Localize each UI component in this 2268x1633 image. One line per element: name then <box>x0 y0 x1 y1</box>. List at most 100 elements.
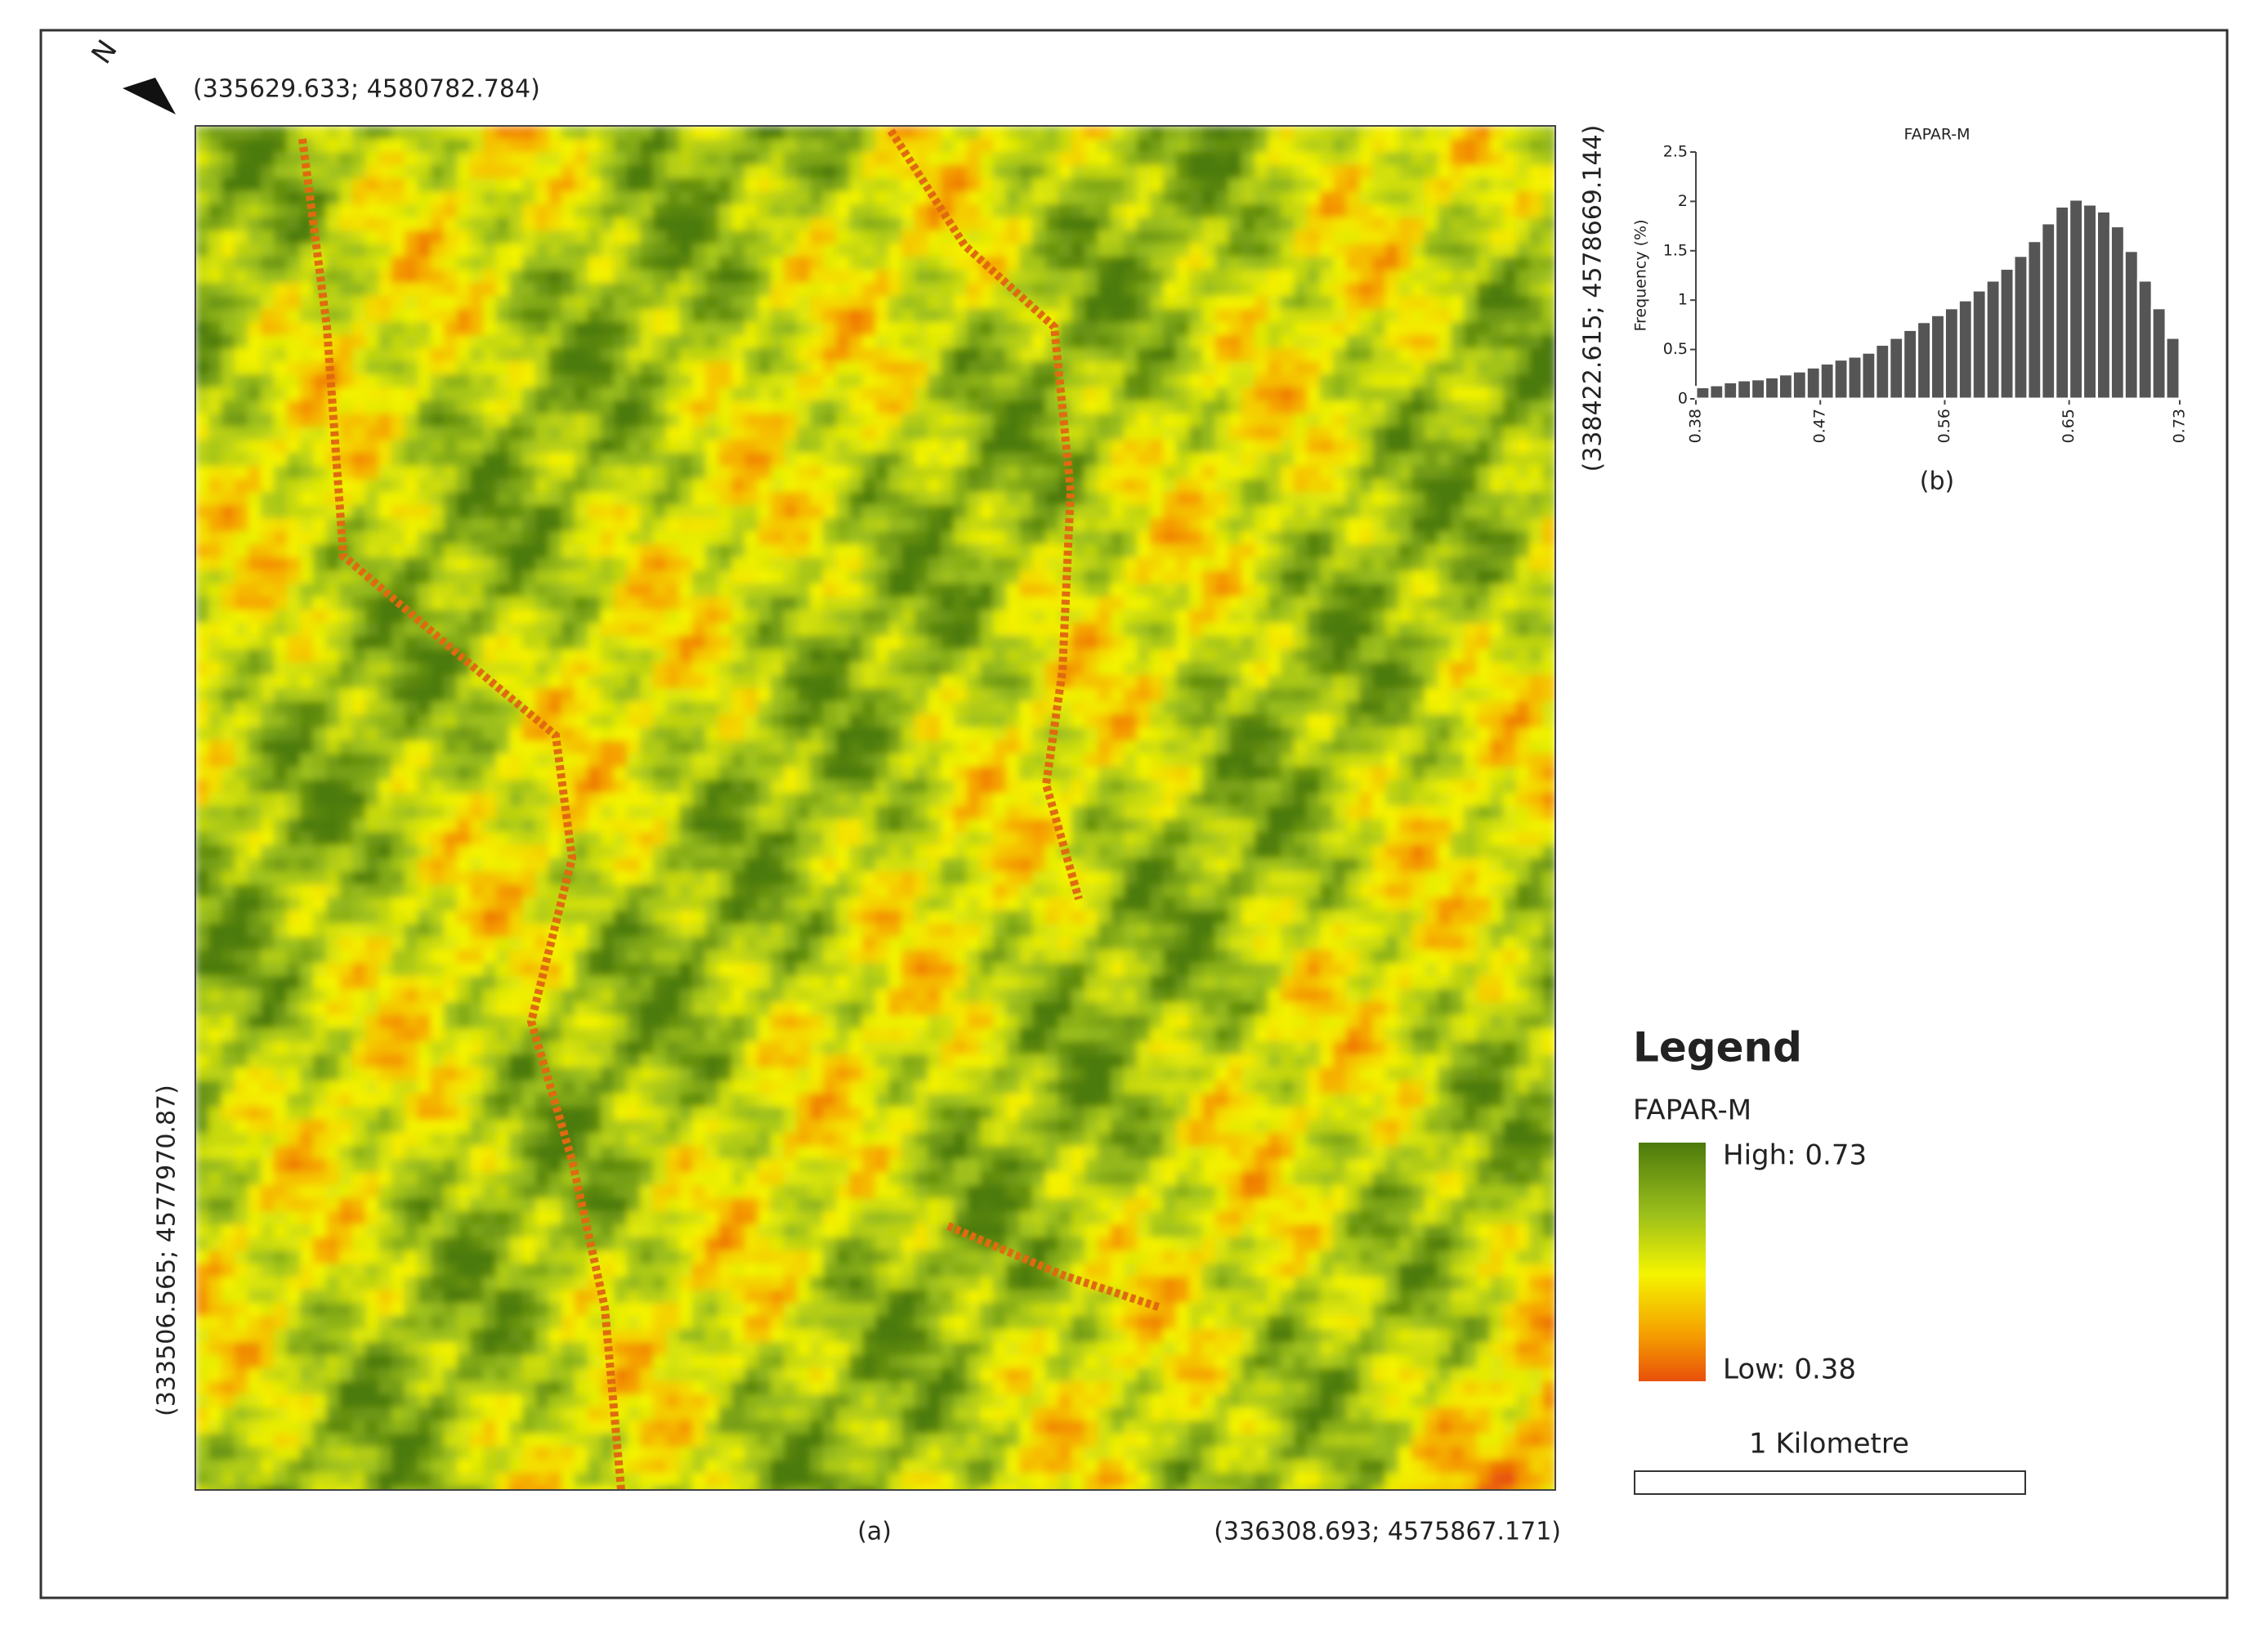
raster-cell <box>1137 479 1151 493</box>
raster-cell <box>1111 466 1125 480</box>
raster-cell <box>745 584 758 597</box>
raster-cell <box>248 191 262 205</box>
raster-cell <box>784 217 798 231</box>
raster-cell <box>535 557 549 571</box>
raster-cell <box>326 714 340 728</box>
raster-cell <box>1124 244 1138 257</box>
raster-cell <box>679 518 693 532</box>
raster-cell <box>300 518 314 532</box>
raster-cell <box>1124 623 1138 637</box>
raster-cell <box>823 427 837 441</box>
raster-cell <box>588 296 602 310</box>
raster-cell <box>208 492 222 506</box>
raster-cell <box>980 557 994 571</box>
raster-cell <box>666 335 680 349</box>
raster-cell <box>1111 204 1125 218</box>
raster-cell <box>1150 492 1164 506</box>
raster-cell <box>653 623 667 637</box>
raster-cell <box>1111 623 1125 637</box>
raster-cell <box>1150 531 1164 545</box>
raster-cell <box>287 740 301 754</box>
raster-cell <box>875 557 889 571</box>
raster-cell <box>548 400 562 414</box>
raster-cell <box>640 191 654 205</box>
raster-cell <box>1150 557 1164 571</box>
raster-cell <box>1006 453 1020 467</box>
raster-cell <box>862 623 876 637</box>
raster-cell <box>1137 283 1151 297</box>
raster-cell <box>575 636 588 650</box>
raster-cell <box>941 518 955 532</box>
raster-cell <box>1425 688 1438 702</box>
raster-cell <box>1176 322 1190 336</box>
raster-cell <box>1150 152 1164 166</box>
raster-cell <box>1464 584 1478 597</box>
raster-cell <box>875 636 889 650</box>
raster-cell <box>849 597 863 611</box>
raster-cell <box>915 191 928 205</box>
raster-cell <box>1215 152 1229 166</box>
raster-cell <box>548 257 562 271</box>
raster-cell <box>784 270 798 284</box>
raster-cell <box>248 557 262 571</box>
raster-cell <box>640 688 654 702</box>
raster-cell <box>1398 204 1412 218</box>
raster-cell <box>208 257 222 271</box>
raster-cell <box>705 178 719 192</box>
raster-cell <box>1372 466 1386 480</box>
raster-cell <box>352 610 366 624</box>
raster-cell <box>666 544 680 558</box>
raster-cell <box>1071 466 1085 480</box>
raster-cell <box>888 649 902 663</box>
raster-cell <box>1006 361 1020 375</box>
raster-cell <box>470 649 484 663</box>
raster-cell <box>1111 453 1125 467</box>
raster-cell <box>731 296 745 310</box>
raster-cell <box>1098 649 1112 663</box>
raster-cell <box>418 597 432 611</box>
raster-cell <box>248 740 262 754</box>
raster-cell <box>274 178 288 192</box>
raster-cell <box>705 662 719 676</box>
raster-cell <box>941 335 955 349</box>
raster-cell <box>705 688 719 702</box>
raster-cell <box>993 479 1007 493</box>
raster-cell <box>588 440 602 454</box>
raster-cell <box>731 610 745 624</box>
raster-cell <box>666 453 680 467</box>
raster-cell <box>692 740 706 754</box>
raster-cell <box>705 518 719 532</box>
raster-cell <box>208 335 222 349</box>
raster-cell <box>1006 400 1020 414</box>
raster-cell <box>483 597 497 611</box>
raster-cell <box>1163 531 1177 545</box>
raster-cell <box>718 440 732 454</box>
raster-cell <box>1241 165 1255 179</box>
raster-cell <box>405 257 418 271</box>
raster-cell <box>1359 374 1373 388</box>
raster-cell <box>1411 296 1425 310</box>
raster-cell <box>287 597 301 611</box>
raster-cell <box>627 191 641 205</box>
raster-cell <box>535 466 549 480</box>
raster-cell <box>444 701 458 715</box>
raster-cell <box>758 152 772 166</box>
raster-cell <box>378 518 392 532</box>
raster-cell <box>1111 361 1125 375</box>
raster-cell <box>758 466 772 480</box>
raster-cell <box>993 296 1007 310</box>
raster-cell <box>718 636 732 650</box>
raster-cell <box>1333 701 1347 715</box>
raster-cell <box>195 610 209 624</box>
raster-cell <box>431 165 445 179</box>
raster-cell <box>431 204 445 218</box>
raster-cell <box>888 557 902 571</box>
raster-cell <box>248 675 262 689</box>
raster-cell <box>1071 322 1085 336</box>
raster-cell <box>522 453 536 467</box>
raster-cell <box>535 296 549 310</box>
raster-cell <box>522 427 536 441</box>
raster-cell <box>483 178 497 192</box>
raster-cell <box>797 348 811 362</box>
raster-cell <box>1372 270 1386 284</box>
